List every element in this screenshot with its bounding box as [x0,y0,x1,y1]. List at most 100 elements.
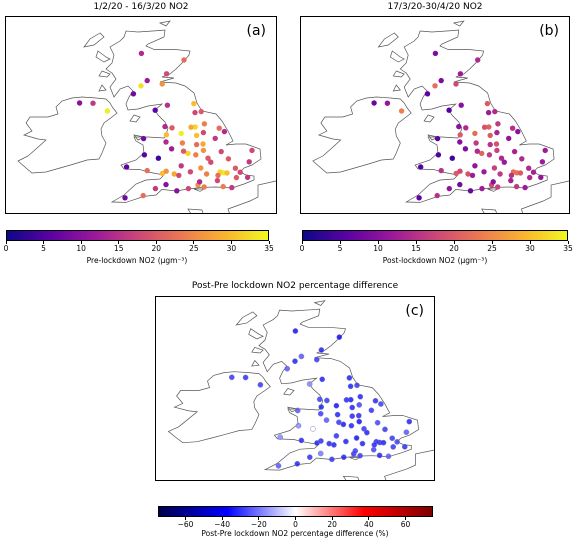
station-marker [155,155,162,161]
station-marker [384,100,391,106]
station-marker [233,174,240,181]
station-marker [382,426,388,433]
station-marker [446,107,452,113]
station-marker [343,397,350,403]
france-coastline [342,449,434,480]
station-marker [513,183,520,190]
panel-a-title: 1/2/20 - 16/3/20 NO2 [93,2,189,12]
colorbar-tick-label: 15 [113,244,124,253]
station-marker [152,107,158,113]
colorbar-tick-mark [258,517,260,520]
island-coastline [248,328,264,340]
station-marker [370,446,377,453]
station-marker [318,347,325,353]
station-marker [163,168,169,174]
station-marker [467,188,474,194]
france-coastline [481,180,569,213]
station-marker [191,100,197,107]
station-marker [453,81,459,87]
station-marker [324,397,330,404]
station-marker [159,81,165,87]
colorbar-tick-label: 20 [327,520,337,529]
station-marker [506,135,512,142]
station-marker [76,100,83,106]
station-marker [246,159,252,165]
station-marker [491,165,498,171]
colorbar-tick-label: 40 [364,520,374,529]
station-marker [200,147,207,154]
colorbar-tick-mark [118,241,120,244]
station-marker [224,170,230,176]
island-coastline [349,457,361,461]
station-marker [481,169,487,175]
station-marker [354,382,360,389]
colorbar-tick-mark [268,241,270,244]
island-coastline [283,388,295,396]
station-marker [130,91,137,97]
station-marker [352,448,359,454]
station-marker [509,125,516,131]
island-coastline [392,70,405,78]
station-marker [371,442,378,448]
station-marker [343,438,349,445]
station-marker [371,100,377,106]
station-marker [356,418,363,425]
station-marker [372,397,379,404]
station-marker [140,135,147,142]
station-marker [200,141,206,147]
colorbar-tick-label: 30 [226,244,237,253]
station-marker [205,155,211,161]
colorbar-tick-mark [377,241,379,244]
island-coastline [98,84,107,92]
colorbar-c [158,506,433,517]
station-marker [458,102,464,108]
colorbar-tick-mark [221,517,223,520]
station-marker [359,440,366,447]
station-marker [390,444,397,450]
panel-b-label: (b) [539,23,559,39]
station-marker [171,171,177,177]
station-marker [539,159,546,165]
station-marker [141,152,148,158]
station-marker [526,165,532,171]
station-marker [481,124,488,130]
station-marker [465,171,471,177]
station-marker [347,383,354,390]
station-marker [472,130,478,137]
ireland-coastline [312,96,412,174]
panel-b-svg [312,20,569,213]
station-marker [361,425,367,432]
station-marker [275,462,282,469]
station-marker [212,135,218,142]
station-marker [232,165,239,171]
colorbar-tick-label: −60 [177,520,194,529]
station-marker [474,148,480,154]
station-marker [306,454,313,461]
station-marker [152,185,159,192]
colorbar-tick-mark [567,241,569,244]
colorbar-tick-label: −40 [214,520,231,529]
station-marker [313,356,320,363]
colorbar-c-label: Post-Pre lockdown NO2 percentage differe… [201,529,389,538]
station-marker [208,159,214,165]
station-marker [144,77,150,84]
station-marker [457,71,464,77]
station-marker [376,452,383,459]
station-marker [244,174,251,181]
station-marker [368,407,375,414]
colorbar-tick-label: 0 [293,520,298,529]
station-marker [346,375,353,381]
station-marker [331,442,337,448]
panel-c-svg [167,300,434,480]
colorbar-tick-label: 5 [41,244,46,253]
station-marker [229,184,235,191]
station-marker [522,184,528,191]
station-marker [357,452,363,459]
colorbar-tick-mark [529,241,531,244]
station-marker [357,393,364,400]
panel-a-label: (a) [246,23,266,39]
colorbar-tick-label: 10 [76,244,86,253]
colorbar-a [6,230,269,241]
colorbar-tick-mark [43,241,45,244]
station-marker [434,135,441,142]
